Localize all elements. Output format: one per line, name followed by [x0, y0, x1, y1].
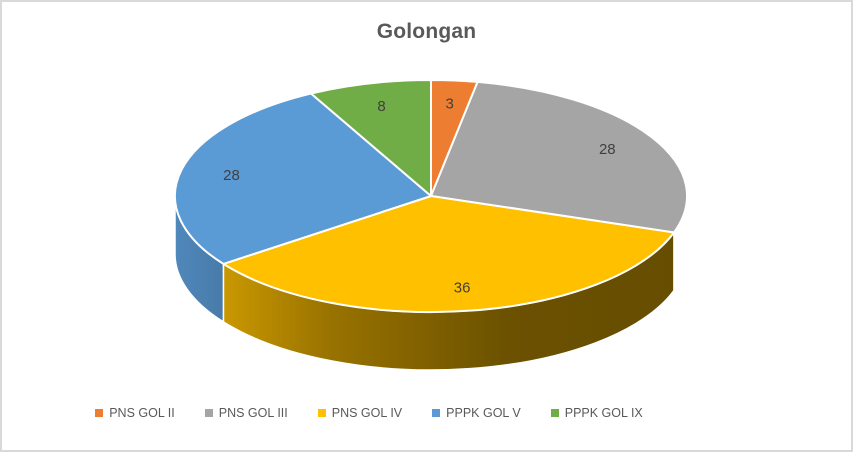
- legend-label: PPPK GOL V: [446, 406, 521, 420]
- data-label-pppk-gol-ix: 8: [377, 98, 385, 115]
- data-label-pns-gol-iv: 36: [454, 280, 471, 297]
- legend-label: PPPK GOL IX: [564, 406, 643, 420]
- pie-slice-pppk-gol-ix[interactable]: [310, 78, 432, 197]
- legend-item-pns-gol-iii[interactable]: PNS GOL III: [204, 406, 288, 420]
- legend-item-pns-gol-iv[interactable]: PNS GOL IV: [317, 406, 403, 420]
- chart-legend: PNS GOL II PNS GOL III PNS GOL IV PPPK GOL …: [2, 406, 851, 420]
- legend-item-pppk-gol-v[interactable]: PPPK GOL V: [432, 406, 521, 420]
- data-label-pppk-gol-v: 28: [223, 167, 240, 184]
- legend-item-pns-gol-ii[interactable]: PNS GOL II: [95, 406, 175, 420]
- legend-marker-pns-gol-ii: [95, 409, 104, 417]
- legend-marker-pns-gol-iv: [317, 409, 326, 417]
- chart-title[interactable]: Golongan: [376, 20, 477, 43]
- pie-slice-pns-gol-iii[interactable]: [430, 80, 689, 234]
- legend-marker-pppk-gol-ix: [550, 409, 559, 417]
- legend-item-pppk-gol-ix[interactable]: PPPK GOL IX: [550, 406, 643, 420]
- pie-slice-pppk-gol-v[interactable]: [173, 92, 432, 265]
- legend-label: PNS GOL IV: [331, 406, 403, 420]
- legend-label: PNS GOL III: [218, 406, 288, 420]
- legend-marker-pppk-gol-v: [432, 409, 441, 417]
- data-label-pns-gol-iii: 28: [599, 141, 616, 158]
- data-label-pns-gol-ii: 3: [446, 96, 454, 113]
- legend-label: PNS GOL II: [109, 406, 175, 420]
- pie-slice-pns-gol-iv[interactable]: [222, 195, 675, 313]
- legend-marker-pns-gol-iii: [204, 409, 213, 417]
